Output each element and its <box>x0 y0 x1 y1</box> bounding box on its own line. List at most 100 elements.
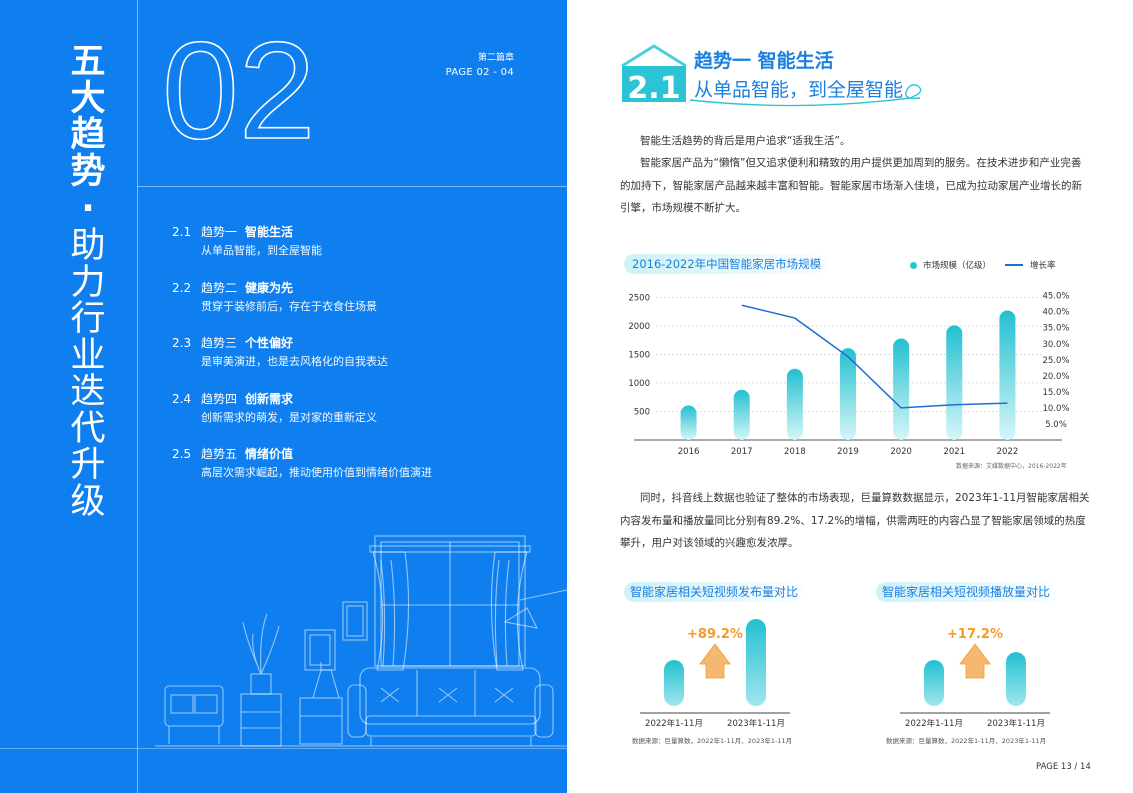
toc-num: 2.4 <box>172 391 192 406</box>
section-subtitle: 从单品智能，到全屋智能 <box>694 79 904 101</box>
toc-num: 2.5 <box>172 447 192 461</box>
bar <box>786 368 803 440</box>
y-tick-label: 2500 <box>628 293 650 303</box>
toc-name: 趋势五 <box>201 447 238 461</box>
y2-tick-label: 25.0% <box>1042 356 1069 366</box>
svg-text:02: 02 <box>162 26 316 166</box>
vertical-title: 五 大 趋 势 · 助 力 行 业 迭 代 升 级 <box>62 44 114 520</box>
page-number: PAGE 13 / 14 <box>1036 762 1091 772</box>
toc-sub: 高层次需求崛起，推动使用价值到情绪价值演进 <box>201 466 432 479</box>
title-char: 升 <box>70 445 106 485</box>
horizontal-divider <box>137 186 567 187</box>
x-tick-label: 2019 <box>837 447 859 457</box>
toc-keyword: 个性偏好 <box>245 336 294 350</box>
toc-num: 2.2 <box>172 280 192 295</box>
bar <box>733 389 750 440</box>
section-badge: 2.1 <box>621 44 687 104</box>
title-char: 迭 <box>70 372 106 412</box>
section-title: 趋势一 智能生活 <box>694 50 834 72</box>
legend-bar-label: 市场规模（亿级） <box>923 261 992 271</box>
toc-sub: 贯穿于装修前后，存在于衣食住场景 <box>201 299 377 313</box>
title-separator: · <box>81 189 95 229</box>
left-cover-page: 五 大 趋 势 · 助 力 行 业 迭 代 升 级 02 第二篇章 PAGE 0… <box>0 0 567 793</box>
y-tick-label: 500 <box>634 407 650 417</box>
market-size-chart: 500 1000 1500 2000 2500 5.0% 10.0% 15.0% 20.0% 25… <box>628 292 1069 457</box>
y2-tick-label: 20.0% <box>1042 372 1069 382</box>
x-tick-label: 2023年1-11月 <box>727 718 785 729</box>
living-room-illustration <box>155 535 567 747</box>
up-arrow-icon <box>699 643 731 679</box>
x-tick-label: 2022 <box>997 447 1019 457</box>
play-volume-chart: 2022年1-11月 2023年1-11月 +17.2% <box>900 627 1050 729</box>
y2-tick-label: 15.0% <box>1042 388 1069 398</box>
toc-item[interactable]: 2.2 趋势二 健康为先 贯穿于装修前后，存在于衣食住场景 <box>172 280 432 336</box>
paragraph-intro: 智能生活趋势的背后是用户追求“适我生活”。 <box>640 135 851 147</box>
toc-item[interactable]: 2.1 趋势一 智能生活 从单品智能，到全屋智能 <box>172 224 432 280</box>
toc-item[interactable]: 2.3 趋势三 个性偏好 是审美演进，也是去风格化的自我表达 <box>172 335 432 391</box>
toc-sub: 创新需求的萌发，是对家的重新定义 <box>201 410 377 424</box>
bar <box>840 348 856 440</box>
x-tick-label: 2022年1-11月 <box>645 718 703 729</box>
y2-tick-label: 40.0% <box>1042 308 1069 318</box>
toc-name: 趋势四 <box>201 391 238 406</box>
publish-volume-chart: 2022年1-11月 2023年1-11月 +89.2% <box>640 618 790 729</box>
table-of-contents: 2.1 趋势一 智能生活 从单品智能，到全屋智能 2.2 趋势二 健康为先 贯穿于装修前… <box>172 224 432 502</box>
title-char: 势 <box>70 151 106 192</box>
title-char: 级 <box>70 481 106 522</box>
title-char: 行 <box>70 299 106 339</box>
toc-keyword: 情绪价值 <box>245 447 294 461</box>
title-char: 力 <box>70 262 106 303</box>
bar <box>680 405 697 440</box>
x-tick-label: 2023年1-11月 <box>987 718 1045 729</box>
title-char: 大 <box>70 78 106 119</box>
growth-annotation: +17.2% <box>947 627 1003 642</box>
toc-item[interactable]: 2.5 趋势五 情绪价值 高层次需求崛起，推动使用价值到情绪价值演进 <box>172 446 432 502</box>
title-char: 趋 <box>70 115 106 155</box>
x-tick-label: 2018 <box>784 447 806 457</box>
paragraph-douyin: 同时，抖音线上数据也验证了整体的市场表现，巨量算数数据显示，2023年1-11月… <box>620 492 1090 549</box>
sub-chart-title: 智能家居相关短视频发布量对比 <box>624 582 805 602</box>
growth-line <box>741 304 1008 409</box>
paragraph-body: 智能家居产品为“懒惰”但又追求便利和精致的用户提供更加周到的服务。在技术进步和产… <box>620 157 1082 214</box>
bar <box>664 660 684 706</box>
toc-keyword: 智能生活 <box>245 225 294 239</box>
bar <box>746 618 766 706</box>
y-tick-label: 1000 <box>628 379 650 389</box>
title-char: 五 <box>70 42 106 82</box>
title-underline-swirl <box>690 84 922 107</box>
vertical-divider <box>137 0 138 793</box>
up-arrow-icon <box>959 643 991 679</box>
page-range: PAGE 02 - 04 <box>445 67 514 78</box>
sub-chart-source: 数据来源：巨量算数，2022年1-11月、2023年1-11月 <box>886 737 1047 745</box>
y2-tick-label: 5.0% <box>1045 420 1067 430</box>
legend-bar-swatch <box>910 261 917 269</box>
title-char: 业 <box>70 335 106 376</box>
chapter-label: 第二篇章 <box>477 53 514 63</box>
toc-num: 2.3 <box>172 336 192 350</box>
toc-num: 2.1 <box>172 225 192 239</box>
legend-line-label: 增长率 <box>1030 261 1056 271</box>
title-char: 助 <box>70 226 106 266</box>
x-tick-label: 2017 <box>731 447 753 457</box>
bar <box>999 310 1016 440</box>
y2-tick-label: 35.0% <box>1042 324 1069 334</box>
x-tick-label: 2020 <box>890 447 912 457</box>
toc-name: 趋势三 <box>201 336 238 350</box>
toc-name: 趋势二 <box>201 280 238 295</box>
toc-name: 趋势一 <box>201 225 238 239</box>
chart-source: 数据来源：艾媒数据中心，2016-2022年 <box>956 463 1067 470</box>
svg-text:2.1: 2.1 <box>627 71 680 104</box>
chart-title: 2016-2022年中国智能家居市场规模 <box>624 254 830 274</box>
toc-item[interactable]: 2.4 趋势四 创新需求 创新需求的萌发，是对家的重新定义 <box>172 391 432 447</box>
y2-tick-label: 45.0% <box>1042 292 1069 302</box>
y-tick-label: 2000 <box>628 322 650 332</box>
title-char: 代 <box>70 408 106 449</box>
x-tick-label: 2021 <box>943 447 965 457</box>
toc-sub: 是审美演进，也是去风格化的自我表达 <box>201 355 388 368</box>
legend-line-swatch <box>1005 264 1024 266</box>
y-tick-label: 1500 <box>628 350 650 360</box>
bar <box>946 325 963 440</box>
chapter-number: 02 <box>161 26 316 166</box>
toc-keyword: 健康为先 <box>245 280 294 295</box>
chart-legend: 市场规模（亿级） 增长率 <box>910 259 1056 271</box>
